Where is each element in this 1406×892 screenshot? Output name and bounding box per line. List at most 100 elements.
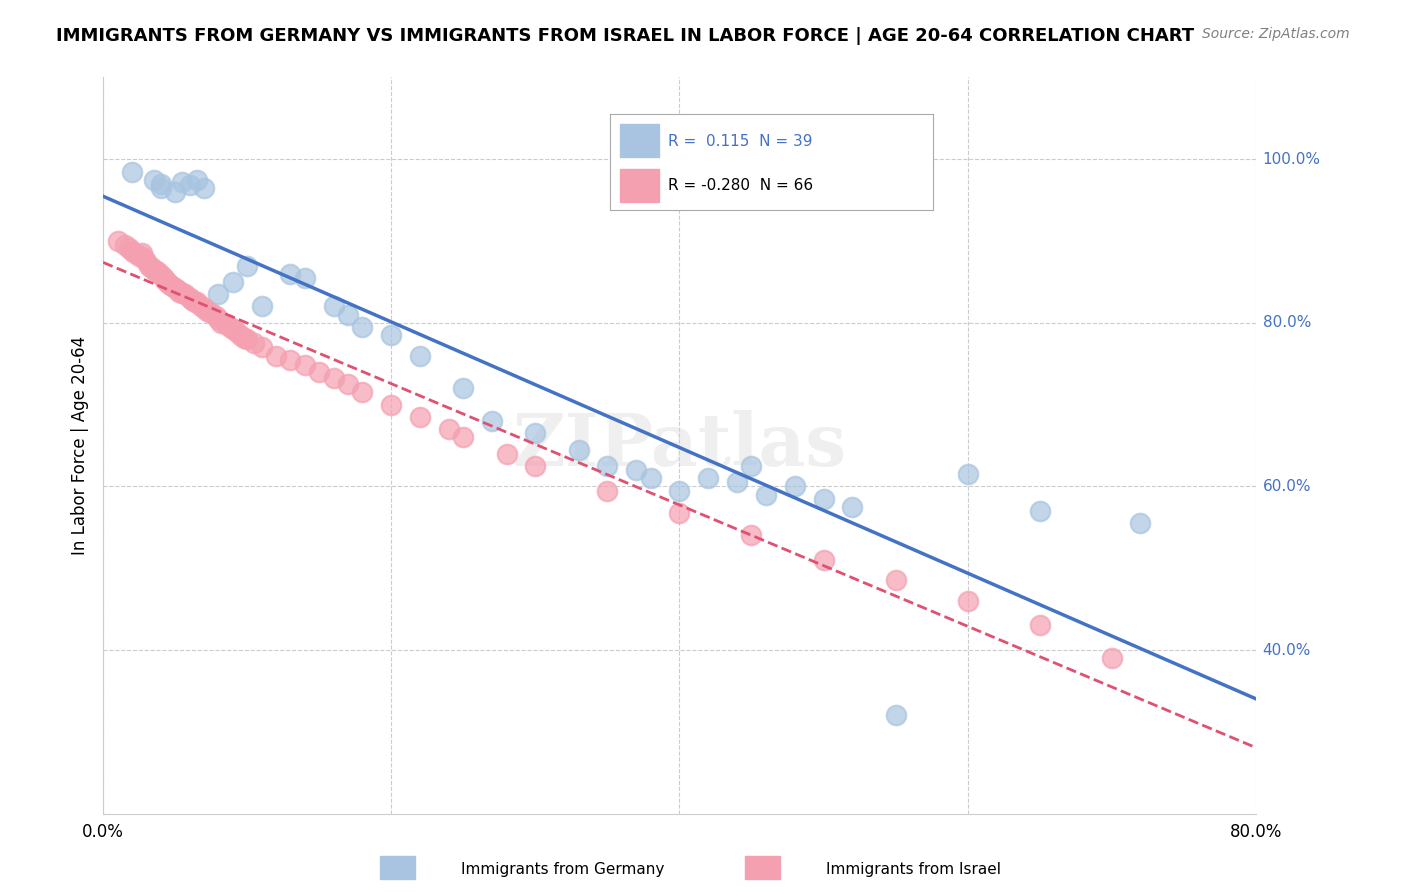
Point [131,246,153,260]
Text: IMMIGRANTS FROM GERMANY VS IMMIGRANTS FROM ISRAEL IN LABOR FORCE | AGE 20-64 COR: IMMIGRANTS FROM GERMANY VS IMMIGRANTS FR… [56,27,1194,45]
Point [337,377,360,392]
Point [128,249,150,263]
Point [167,283,190,297]
Point [222,275,245,289]
Point [524,458,547,473]
Point [322,300,344,314]
Point [186,172,208,186]
Point [135,254,157,268]
Point [142,262,165,277]
Point [380,398,402,412]
Point [884,708,907,723]
Text: 80.0%: 80.0% [1263,316,1310,330]
Point [481,414,503,428]
Point [243,336,266,351]
Point [236,259,259,273]
Point [755,487,778,501]
Point [155,275,177,289]
Point [524,426,547,441]
Point [740,528,762,542]
Point [143,262,166,277]
Point [219,319,242,334]
Point [250,340,273,354]
Point [184,295,207,310]
Point [146,265,169,279]
Point [322,371,344,385]
Point [668,483,690,498]
Point [380,328,402,343]
Point [409,349,432,363]
Point [352,385,374,400]
Point [179,291,201,305]
Point [114,238,136,252]
Point [162,279,184,293]
Point [165,185,187,199]
Point [225,324,247,338]
Point [453,381,475,395]
Point [294,359,316,373]
Point [186,295,208,310]
Point [118,241,141,255]
Point [172,286,194,301]
Text: Source: ZipAtlas.com: Source: ZipAtlas.com [1202,27,1350,41]
Point [195,303,218,318]
Point [207,287,229,301]
Point [132,251,155,265]
Point [1028,504,1050,518]
Point [169,285,191,299]
Text: Immigrants from Israel: Immigrants from Israel [827,863,1001,877]
Point [280,267,302,281]
Point [884,574,907,588]
Point [149,268,172,283]
Point [596,458,619,473]
Point [204,310,226,324]
Point [142,172,165,186]
Point [308,365,330,379]
Point [236,332,259,346]
Point [193,301,215,315]
Point [121,164,143,178]
Point [813,491,835,506]
Point [294,270,316,285]
Point [697,471,720,485]
Point [250,300,273,314]
Point [813,553,835,567]
Point [740,458,762,473]
Point [190,300,212,314]
Point [1101,651,1123,665]
Text: 40.0%: 40.0% [1263,642,1310,657]
Point [229,328,252,343]
Point [956,594,979,608]
Point [233,330,256,344]
Point [179,178,201,193]
Point [280,352,302,367]
Point [352,319,374,334]
Point [181,293,204,307]
Point [1028,618,1050,632]
Point [668,506,690,520]
Point [640,471,662,485]
Point [783,479,806,493]
Point [193,181,215,195]
Point [209,316,232,330]
Point [453,430,475,444]
Point [264,349,287,363]
Point [725,475,748,490]
Y-axis label: In Labor Force | Age 20-64: In Labor Force | Age 20-64 [72,336,89,555]
Point [153,273,176,287]
Point [409,409,432,424]
Point [437,422,460,436]
Text: 60.0%: 60.0% [1263,479,1312,494]
Point [626,463,648,477]
Point [107,234,129,248]
Point [568,442,591,457]
Point [495,447,517,461]
Point [841,500,863,514]
Point [222,322,245,336]
Point [139,260,162,275]
Point [207,311,229,326]
Point [174,287,197,301]
Point [172,175,194,189]
Text: 100.0%: 100.0% [1263,152,1320,167]
Point [149,177,172,191]
